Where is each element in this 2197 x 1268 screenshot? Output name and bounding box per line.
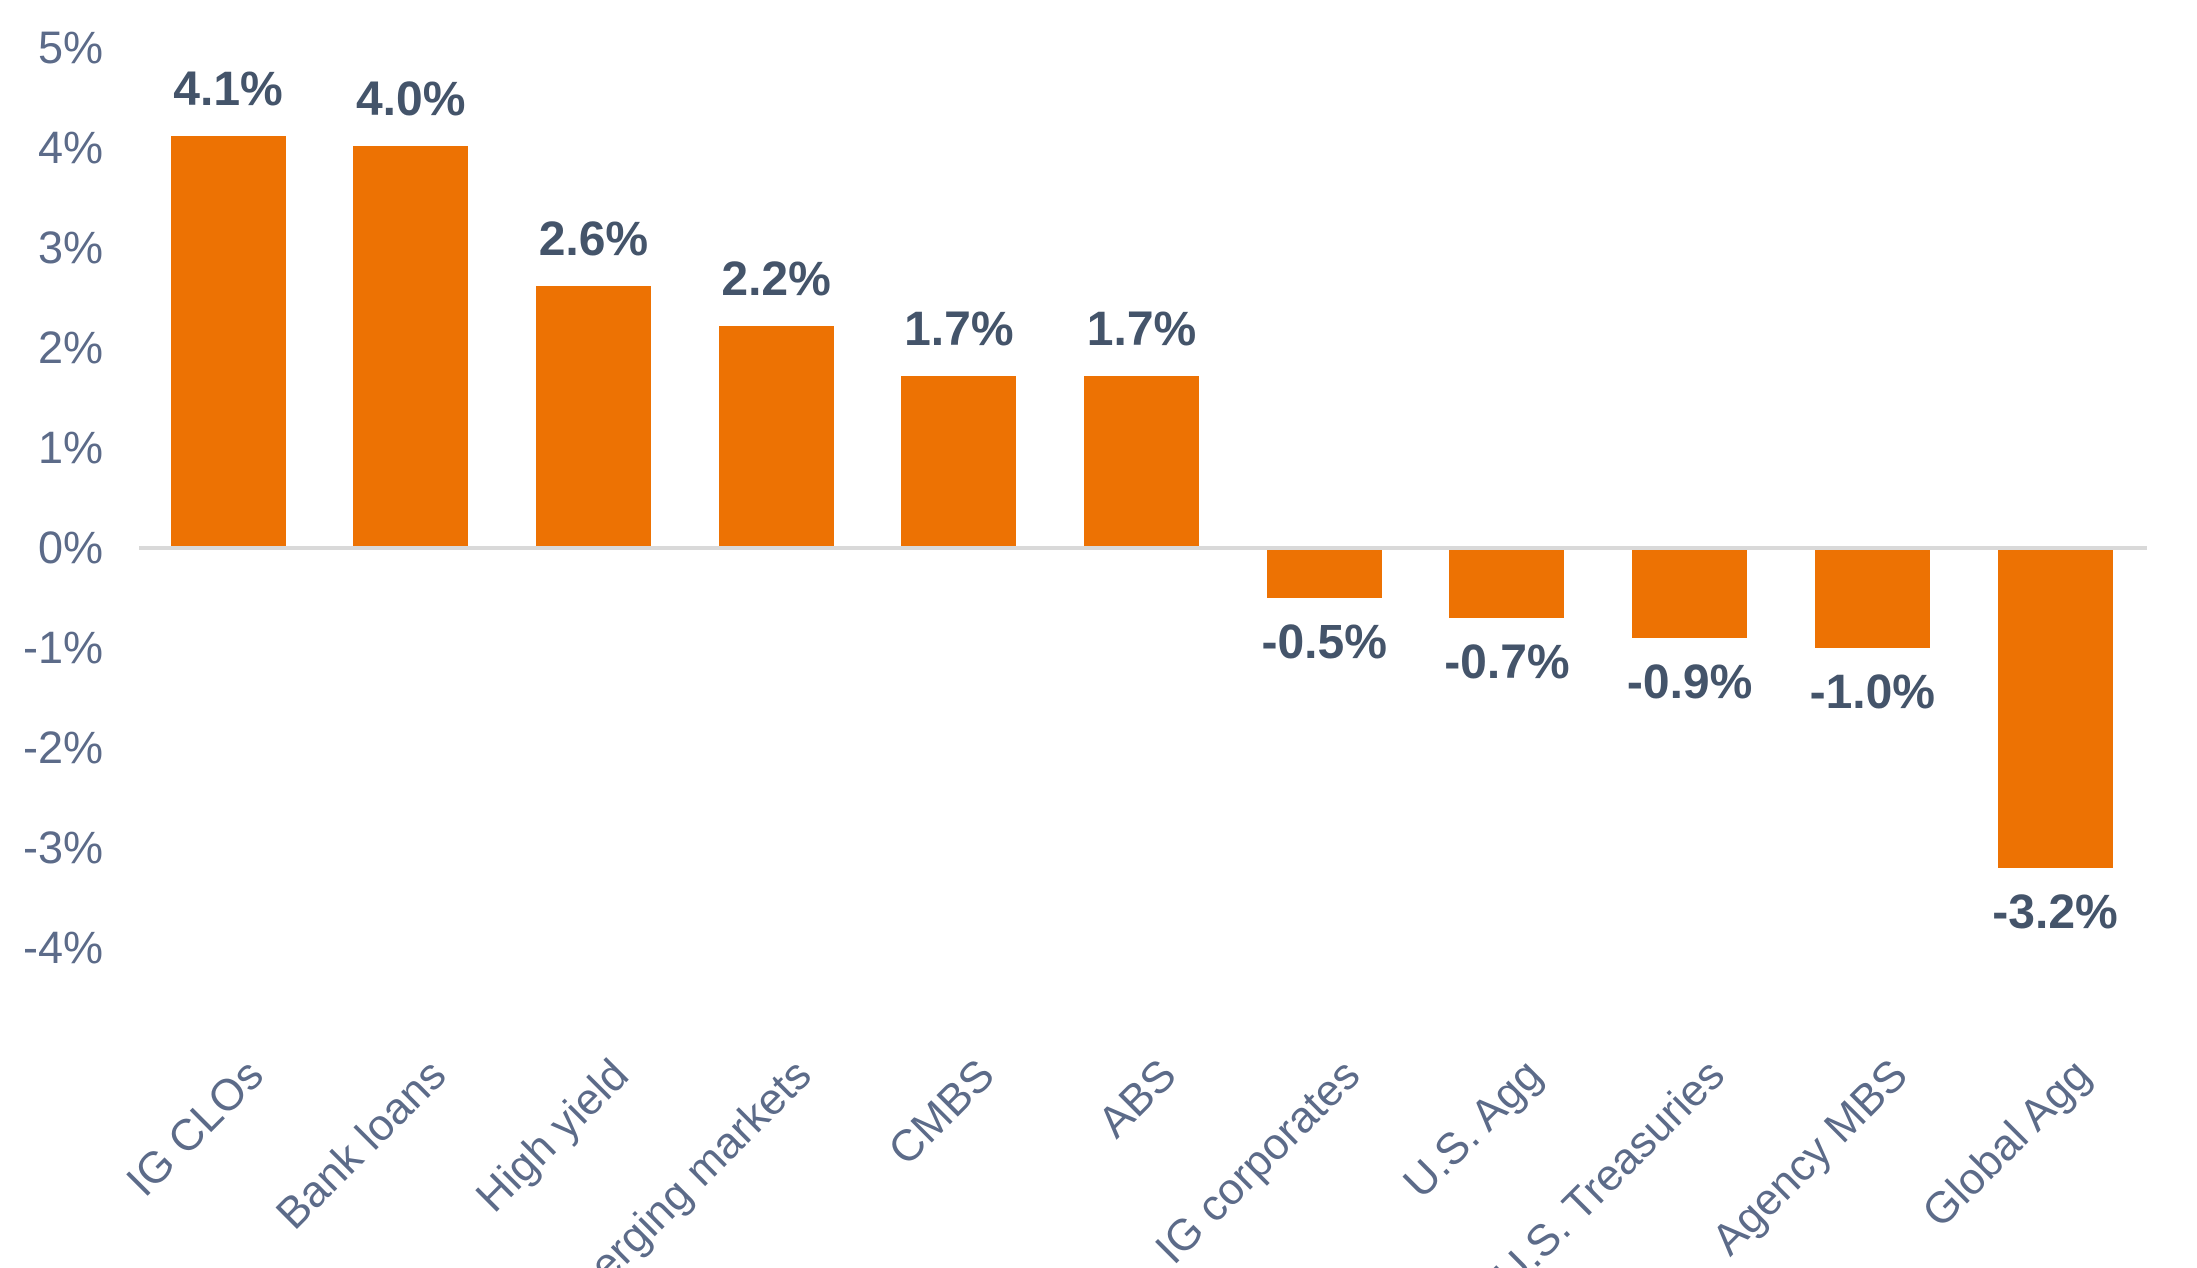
bar (901, 376, 1017, 546)
bar-value-label: 2.2% (721, 253, 831, 306)
bar (535, 286, 651, 546)
y-axis-tick-label: 2% (37, 322, 103, 373)
bar (1266, 550, 1382, 598)
bar-value-label: -0.9% (1626, 656, 1753, 709)
bar-value-label: -1.0% (1809, 666, 1935, 719)
bar-value-label: 4.0% (355, 73, 466, 126)
x-axis-category-label: Global Agg (1912, 1050, 2100, 1237)
bar (1814, 550, 1930, 648)
x-axis-category-label: High yield (466, 1050, 639, 1222)
y-axis-tick-label: 1% (37, 422, 103, 473)
x-axis-category-label: U.S. Agg (1394, 1050, 1552, 1208)
bar-value-label: 4.1% (173, 63, 283, 116)
bar-value-label: -0.5% (1261, 616, 1387, 669)
zero-baseline (139, 546, 2147, 550)
bar (1632, 550, 1748, 638)
bar-value-label: -0.7% (1444, 636, 1570, 689)
x-axis-category-label: IG CLOs (116, 1050, 273, 1206)
y-axis-tick-label: -1% (22, 622, 103, 673)
bar-value-label: -3.2% (1992, 886, 2118, 939)
y-axis-tick-label: -2% (22, 722, 103, 773)
bar-value-label: 1.7% (1086, 303, 1197, 356)
bar (1449, 550, 1565, 618)
y-axis-tick-label: 3% (37, 222, 103, 273)
y-axis-tick-label: -3% (22, 822, 103, 873)
y-axis-tick-label: 4% (37, 122, 103, 173)
bar (718, 326, 834, 546)
x-axis-category-label: ABS (1089, 1050, 1187, 1147)
x-axis-category-label: Agency MBS (1702, 1050, 1917, 1265)
x-axis-category-label: CMBS (878, 1050, 1004, 1175)
bar-value-label: 2.6% (538, 213, 649, 266)
bar-value-label: 1.7% (904, 303, 1014, 356)
bar (353, 146, 469, 546)
y-axis-tick-label: 0% (37, 522, 103, 573)
bar (1997, 550, 2113, 868)
x-axis-category-label: Bank loans (266, 1050, 456, 1239)
bar (1084, 376, 1199, 546)
bar (170, 136, 286, 546)
y-axis-tick-label: -4% (22, 922, 103, 973)
y-axis-tick-label: 5% (37, 22, 103, 73)
